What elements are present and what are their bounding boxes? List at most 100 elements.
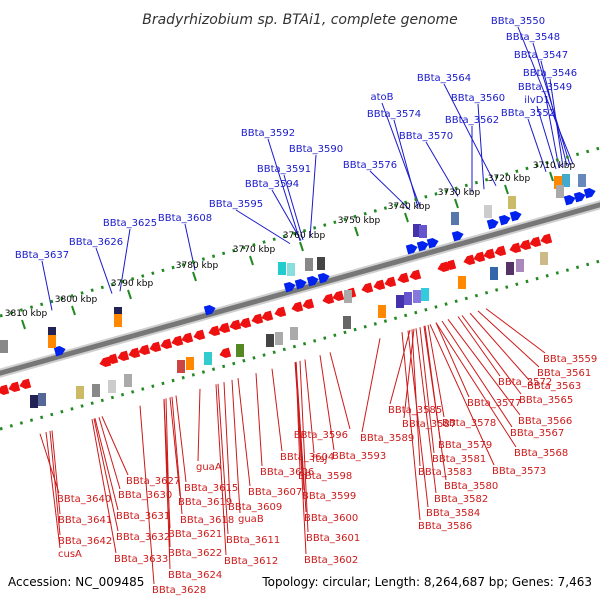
reverse-gene-connector <box>101 416 129 476</box>
reverse-gene-connector <box>429 324 495 466</box>
forward-gene-label: BBta_3626 <box>69 237 123 248</box>
reverse-gene-name: BBta_3580 <box>444 481 498 492</box>
forward-gene-name: BBta_3546 <box>523 68 577 79</box>
gene-block <box>278 262 286 275</box>
reverse-gene-name: BBta_3601 <box>306 533 360 544</box>
forward-gene-name: BBta_3549 <box>518 82 572 93</box>
reverse-gene-connector <box>255 373 263 467</box>
forward-gene-label: ilvD1 <box>524 95 550 106</box>
forward-gene-connector <box>41 260 53 311</box>
forward-gene-connector <box>271 189 302 241</box>
gene-block <box>508 196 516 209</box>
reverse-gene-arrow <box>219 347 232 358</box>
reverse-gene-name: BBta_3633 <box>114 554 168 565</box>
forward-gene-connector <box>477 103 485 190</box>
gene-block <box>421 288 429 301</box>
reverse-gene-connector <box>175 395 187 483</box>
tick-label: 3770 kbp <box>233 245 276 255</box>
forward-gene-connector <box>95 247 113 294</box>
forward-gene-label: BBta_3608 <box>158 213 212 224</box>
tick-label: 3800 kbp <box>55 295 98 305</box>
gene-block <box>556 185 564 198</box>
reverse-gene-connector <box>51 430 61 515</box>
reverse-gene-connector <box>361 338 381 433</box>
forward-gene-connector <box>283 174 304 241</box>
gene-block <box>484 205 492 218</box>
gene-block <box>343 316 351 329</box>
reverse-gene-name: BBta_3559 <box>543 354 597 365</box>
forward-gene-label: BBta_3591 <box>257 164 311 175</box>
reverse-gene-connector <box>139 405 155 585</box>
reverse-gene-arrow <box>218 322 231 333</box>
forward-gene-label: BBta_3594 <box>245 179 299 190</box>
gene-block <box>413 224 421 237</box>
gene-block <box>92 384 100 397</box>
reverse-gene-connector <box>319 355 335 451</box>
forward-gene-label: BBta_3592 <box>241 128 295 139</box>
scale-tick: 3740 kbp <box>388 202 430 223</box>
gene-block <box>108 380 116 393</box>
reverse-gene-connector <box>427 324 445 418</box>
reverse-gene-arrow <box>99 356 112 367</box>
reverse-gene-connector <box>435 322 517 448</box>
gene-block <box>317 257 325 270</box>
forward-gene-arrow <box>451 231 464 242</box>
reverse-gene-arrow <box>8 381 21 392</box>
reverse-gene-name: BBta_3619 <box>178 497 232 508</box>
forward-gene-arrow <box>498 215 511 226</box>
scale-tick: 3780 kbp <box>176 261 218 282</box>
reverse-gene-connector <box>163 398 171 570</box>
reverse-gene-arrow <box>409 269 422 280</box>
forward-gene-label: BBta_3548 <box>506 32 560 43</box>
gene-block <box>48 335 56 348</box>
gene-block <box>38 393 46 406</box>
gene-block <box>451 212 459 225</box>
forward-gene-arrow <box>317 273 330 284</box>
forward-gene-arrow <box>563 195 576 206</box>
reverse-gene-connector <box>169 397 181 497</box>
reverse-gene-name: BBta_3628 <box>152 585 206 596</box>
reverse-gene-name: BBta_3624 <box>168 570 222 581</box>
reverse-gene-connector <box>171 396 183 515</box>
reverse-gene-arrow <box>473 251 486 262</box>
forward-gene-name: BBta_3595 <box>209 199 263 210</box>
forward-gene-name: BBta_3562 <box>445 115 499 126</box>
reverse-gene-connector <box>299 360 309 533</box>
forward-gene-name: BBta_3594 <box>245 179 299 190</box>
gene-block <box>413 290 421 303</box>
reverse-gene-arrow <box>373 279 386 290</box>
tick-label: 3750 kbp <box>338 216 381 226</box>
gene-block <box>490 267 498 280</box>
reverse-gene-arrow <box>332 290 345 301</box>
reverse-gene-arrow <box>19 378 32 389</box>
reverse-gene-name: BBta_3604 <box>280 452 334 463</box>
reverse-gene-arrow <box>519 239 532 250</box>
forward-gene-name: atoB <box>370 92 393 103</box>
forward-gene-connector <box>443 83 497 187</box>
forward-gene-label: BBta_3564 <box>417 73 471 84</box>
tick-mark <box>454 198 459 209</box>
forward-gene-arrow <box>405 244 418 255</box>
forward-gene-label: BBta_3574 <box>367 109 421 120</box>
reverse-gene-name: BBta_3598 <box>298 471 352 482</box>
forward-gene-arrow <box>203 305 216 316</box>
tick-label: 3760 kbp <box>283 231 326 241</box>
forward-gene-name: BBta_3576 <box>343 160 397 171</box>
reverse-gene-arrow <box>397 272 410 283</box>
reverse-gene-name: BBta_3578 <box>442 418 496 429</box>
reverse-gene-name: BBta_3612 <box>224 556 278 567</box>
reverse-gene-name: BBta_3577 <box>467 398 521 409</box>
forward-gene-connector <box>425 141 459 197</box>
gene-block <box>396 295 404 308</box>
reverse-gene-connector <box>457 316 501 377</box>
gene-block <box>114 307 122 320</box>
reverse-gene-name: BBta_3640 <box>57 494 111 505</box>
reverse-gene-connector <box>231 379 241 514</box>
reverse-gene-arrow <box>251 313 264 324</box>
reverse-gene-name: BBta_3599 <box>302 491 356 502</box>
reverse-gene-arrow <box>0 384 10 395</box>
gene-block <box>204 352 212 365</box>
forward-gene-arrow <box>306 276 319 287</box>
forward-gene-label: atoB <box>370 92 393 103</box>
